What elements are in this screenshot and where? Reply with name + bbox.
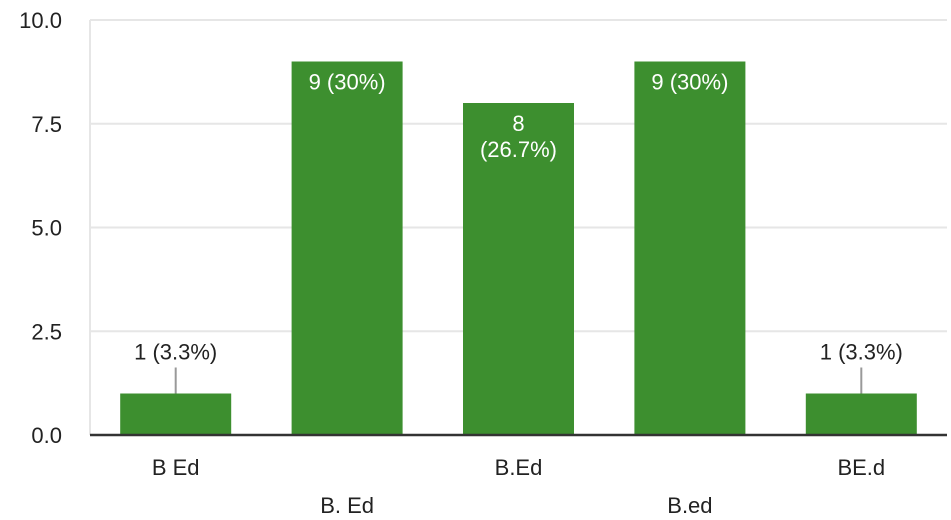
y-tick-label: 5.0	[31, 216, 62, 241]
x-axis-categories: B Ed B. Ed B.Ed B.ed BE.d	[152, 455, 885, 518]
bar	[634, 61, 746, 435]
bar	[120, 393, 232, 435]
y-axis-ticks: 0.0 2.5 5.0 7.5 10.0	[19, 8, 62, 448]
bar	[463, 103, 574, 435]
x-category-label: B. Ed	[320, 493, 374, 518]
data-label: 9 (30%)	[651, 70, 728, 95]
data-label: 8	[512, 111, 524, 136]
x-category-label: B.ed	[667, 493, 712, 518]
y-tick-label: 2.5	[31, 319, 62, 344]
data-label: 1 (3.3%)	[134, 340, 217, 365]
data-label: (26.7%)	[480, 137, 557, 162]
x-category-label: B.Ed	[495, 455, 543, 480]
bar	[805, 393, 917, 435]
x-category-label: BE.d	[837, 455, 885, 480]
x-category-label: B Ed	[152, 455, 200, 480]
data-label: 9 (30%)	[309, 70, 386, 95]
data-labels: 1 (3.3%) 9 (30%) 8(26.7%) 9 (30%) 1 (3.3%)	[134, 70, 903, 394]
y-tick-label: 0.0	[31, 423, 62, 448]
bars	[120, 61, 917, 435]
y-tick-label: 7.5	[31, 112, 62, 137]
data-label: 1 (3.3%)	[820, 340, 903, 365]
y-tick-label: 10.0	[19, 8, 62, 33]
bar	[291, 61, 403, 435]
